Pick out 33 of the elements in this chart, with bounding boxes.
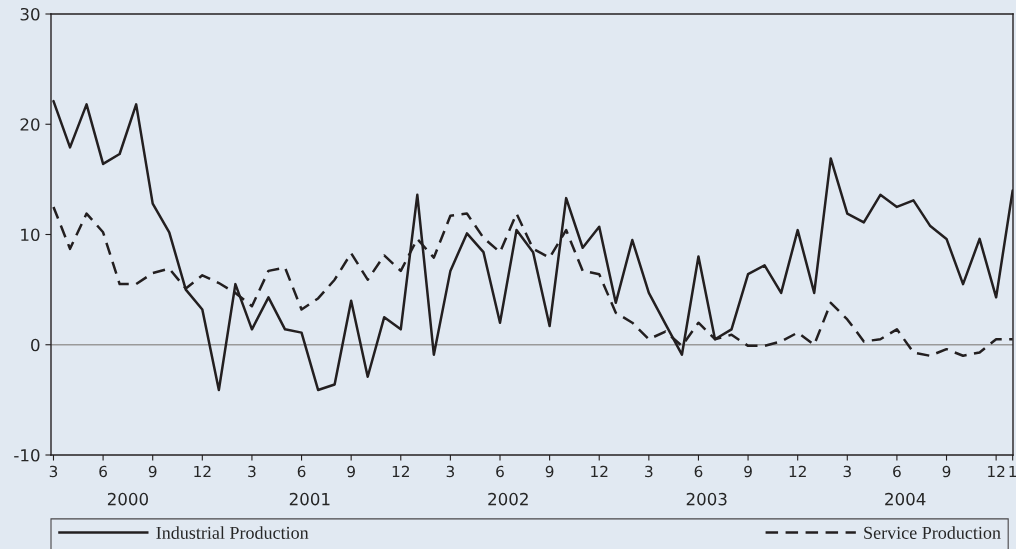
x-tick-label: 6 bbox=[496, 465, 504, 478]
text: 2000 bbox=[107, 492, 148, 506]
x-tick-label: 1 bbox=[1009, 465, 1016, 478]
x-tick-label: 12 bbox=[591, 465, 608, 478]
x-tick-label: 9 bbox=[744, 465, 752, 478]
x-tick-label: 3 bbox=[248, 465, 256, 478]
y-tick-label: 10 bbox=[21, 228, 40, 242]
x-tick-label: 6 bbox=[297, 465, 306, 478]
x-tick-label: 3 bbox=[645, 465, 653, 478]
x-tick-label: 9 bbox=[545, 465, 554, 478]
y-tick-label: -10 bbox=[14, 448, 40, 462]
text: 2002 bbox=[488, 492, 528, 506]
y-tick-label: 20 bbox=[20, 118, 40, 131]
x-tick-label: 6 bbox=[893, 465, 901, 478]
text: 2003 bbox=[686, 492, 727, 506]
text: 2004 bbox=[885, 492, 926, 506]
x-tick-label: 6 bbox=[694, 465, 703, 478]
legend-label: Service Production bbox=[864, 526, 1001, 539]
x-tick-label: 12 bbox=[194, 465, 211, 478]
y-tick-label: 30 bbox=[20, 7, 40, 21]
x-tick-label: 12 bbox=[392, 465, 409, 478]
x-tick-label: 3 bbox=[49, 465, 58, 478]
legend-label: Industrial Production bbox=[156, 526, 309, 539]
y-tick-label: 0 bbox=[31, 338, 40, 352]
x-tick-label: 9 bbox=[942, 465, 951, 478]
x-tick-label: 9 bbox=[347, 465, 355, 478]
text: 2001 bbox=[289, 492, 330, 506]
x-tick-label: 12 bbox=[789, 465, 806, 478]
x-tick-label: 12 bbox=[988, 465, 1005, 478]
x-tick-label: 3 bbox=[446, 465, 455, 478]
x-tick-label: 6 bbox=[99, 465, 107, 478]
x-tick-label: 9 bbox=[148, 465, 157, 478]
x-tick-label: 3 bbox=[843, 465, 851, 478]
